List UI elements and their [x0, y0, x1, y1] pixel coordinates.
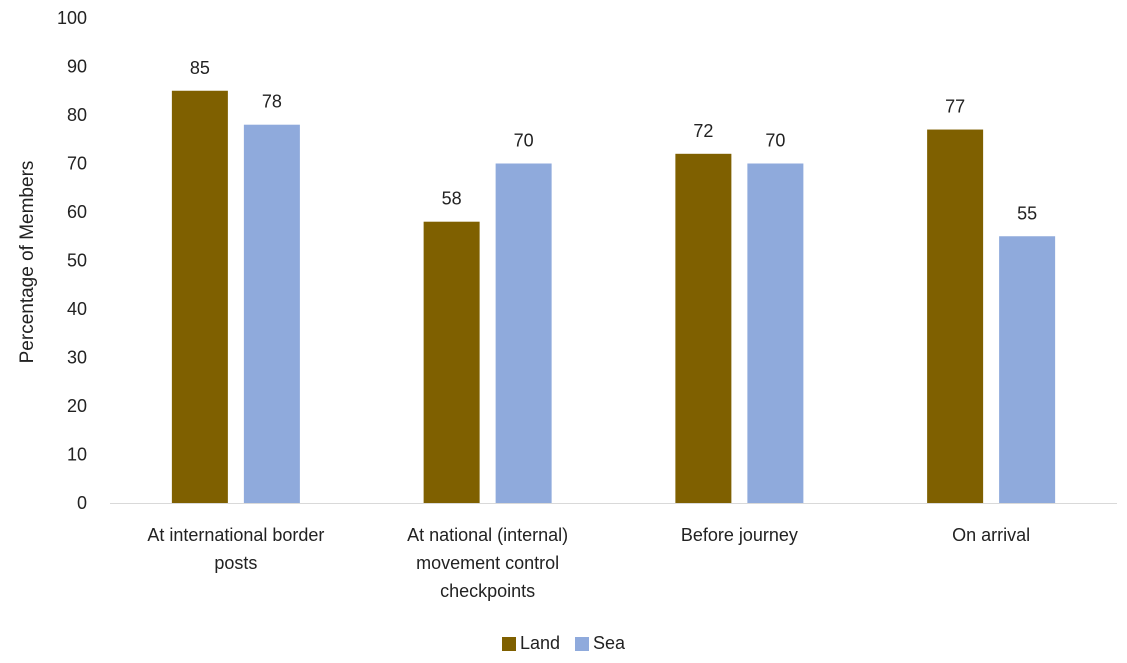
bar-land	[171, 90, 228, 503]
y-tick-label: 60	[67, 202, 87, 222]
bars	[171, 90, 1056, 504]
data-labels: 85 78 58 70 72 70 77 55	[190, 58, 1037, 224]
y-axis-ticks: 0 10 20 30 40 50 60 70 80 90 100	[57, 8, 87, 513]
data-label: 55	[1017, 203, 1037, 223]
y-tick-label: 80	[67, 105, 87, 125]
bar-sea	[747, 163, 804, 503]
category-label: At international border	[147, 525, 324, 545]
y-tick-label: 20	[67, 396, 87, 416]
y-tick-label: 10	[67, 445, 87, 465]
legend-label-land: Land	[519, 633, 560, 653]
bar-land	[423, 221, 480, 503]
category-label: At national (internal)	[407, 525, 568, 545]
legend-swatch-land	[501, 636, 516, 651]
bar-land	[675, 153, 732, 504]
data-label: 58	[442, 189, 462, 209]
y-tick-label: 90	[67, 57, 87, 77]
category-labels: At international border posts At national …	[147, 525, 1030, 601]
data-label: 72	[693, 121, 713, 141]
y-tick-label: 30	[67, 348, 87, 368]
data-label: 70	[765, 131, 785, 151]
bar-land	[927, 129, 984, 504]
category-label: On arrival	[952, 525, 1030, 545]
legend-item-sea: Sea	[575, 633, 625, 654]
legend-label-sea: Sea	[593, 633, 626, 653]
legend: Land Sea	[0, 633, 1127, 656]
data-label: 70	[514, 131, 534, 151]
y-tick-label: 40	[67, 299, 87, 319]
data-label: 78	[262, 92, 282, 112]
bar-sea	[495, 163, 552, 503]
data-label: 85	[190, 58, 210, 78]
category-label: movement control	[416, 553, 559, 573]
y-tick-label: 100	[57, 8, 87, 28]
y-tick-label: 50	[67, 251, 87, 271]
bar-sea	[243, 124, 300, 503]
y-tick-label: 0	[77, 493, 87, 513]
y-tick-label: 70	[67, 154, 87, 174]
category-label: checkpoints	[440, 581, 535, 601]
legend-item-land: Land	[501, 633, 560, 654]
y-axis-label: Percentage of Members	[17, 161, 38, 364]
category-label: posts	[214, 553, 257, 573]
bar-chart: Percentage of Members 0 10 20 30 40 50 60 70 80 9…	[17, 8, 1117, 601]
data-label: 77	[945, 97, 965, 117]
category-label: Before journey	[681, 525, 798, 545]
legend-swatch-sea	[575, 636, 590, 651]
bar-sea	[999, 236, 1056, 503]
